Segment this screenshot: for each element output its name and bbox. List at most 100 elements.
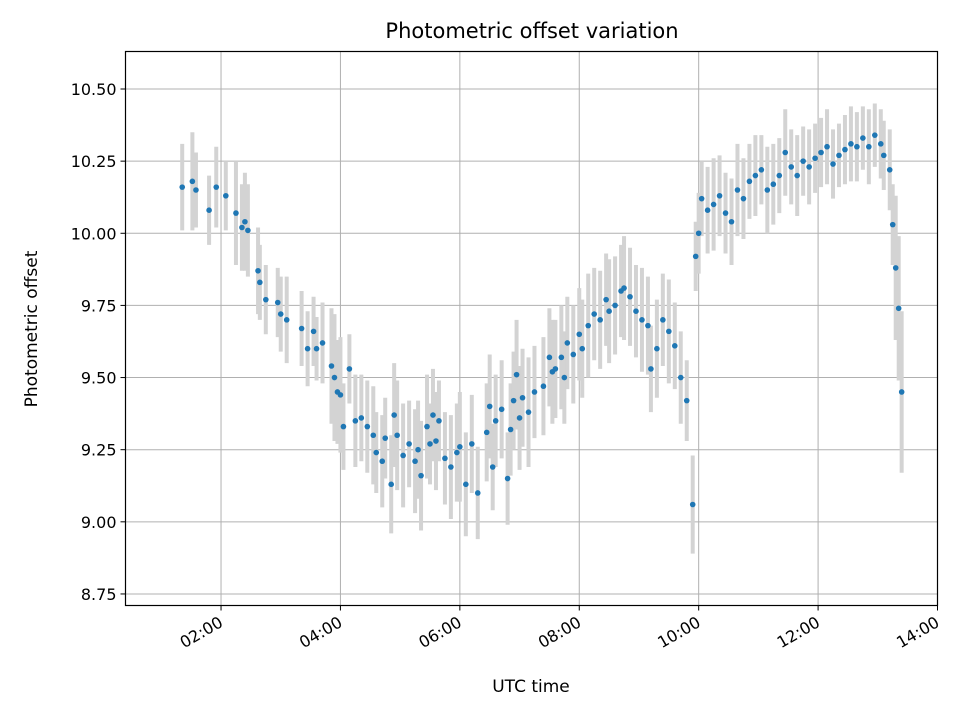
data-point (540, 383, 547, 390)
chart-title: Photometric offset variation (385, 19, 678, 43)
data-point (448, 464, 454, 470)
data-point (886, 167, 893, 173)
data-point (621, 285, 627, 291)
data-point (310, 328, 317, 335)
y-axis-label: Photometric offset (22, 250, 42, 407)
data-point (388, 481, 394, 488)
data-point (818, 149, 824, 156)
data-point (483, 429, 490, 436)
data-point (298, 325, 305, 332)
data-point (692, 253, 699, 260)
y-tick-label: 10.00 (71, 224, 117, 243)
data-point (728, 218, 735, 225)
y-tick-label: 9.25 (81, 441, 117, 460)
data-point (189, 178, 196, 185)
data-point (406, 441, 412, 447)
data-point (800, 158, 806, 164)
y-tick-label: 9.00 (81, 513, 117, 532)
y-tick-label: 9.75 (81, 296, 117, 315)
data-point (263, 296, 269, 303)
data-point (877, 141, 884, 147)
data-point (223, 192, 229, 199)
data-point (277, 311, 284, 317)
data-point (848, 141, 854, 147)
data-point (677, 374, 684, 381)
data-point (770, 181, 777, 188)
data-point (854, 143, 860, 150)
data-point (570, 351, 577, 358)
data-point (283, 317, 290, 323)
y-tick-label: 8.75 (81, 585, 117, 604)
data-point (645, 322, 651, 329)
x-tick-label: 02:00 (177, 613, 226, 653)
data-point (430, 412, 436, 418)
data-point (313, 345, 320, 352)
data-point (836, 152, 842, 159)
data-point (898, 389, 905, 395)
data-point (603, 296, 609, 303)
data-point (507, 426, 514, 433)
grid-lines (125, 51, 938, 606)
data-point (433, 438, 439, 444)
data-point (704, 207, 711, 213)
data-point (716, 192, 723, 199)
data-point (830, 161, 836, 167)
data-point (660, 317, 666, 323)
data-point (666, 328, 672, 335)
data-point (427, 441, 433, 447)
data-point (319, 340, 326, 346)
data-point (415, 446, 421, 453)
data-point (489, 464, 496, 470)
data-point (516, 415, 523, 421)
data-point (591, 311, 597, 317)
x-axis-ticks: 02:00 04:00 06:00 08:00 10:00 12:00 14:00 (177, 605, 943, 653)
data-point (564, 340, 571, 346)
data-point (752, 172, 759, 179)
data-point (758, 167, 765, 173)
data-point (740, 195, 747, 202)
data-point (206, 207, 212, 213)
data-point (370, 432, 377, 439)
data-point (193, 187, 199, 193)
data-point (328, 363, 335, 369)
data-point (352, 418, 359, 424)
data-point (394, 432, 400, 439)
data-point (710, 201, 717, 208)
data-point (698, 195, 705, 202)
data-point (782, 149, 789, 156)
y-axis-ticks: 8.75 9.00 9.25 9.50 9.75 10.00 10.25 10.50 (71, 80, 126, 604)
data-point (764, 187, 771, 193)
data-point (552, 366, 559, 372)
x-tick-label: 12:00 (774, 613, 823, 653)
data-point (179, 184, 186, 190)
data-point (889, 221, 896, 228)
data-point (468, 441, 475, 447)
data-point (639, 317, 645, 323)
data-point (606, 308, 612, 314)
data-point (486, 403, 493, 410)
data-point (812, 155, 818, 162)
data-point (612, 302, 618, 309)
data-point (842, 146, 848, 153)
data-point (436, 418, 442, 424)
data-point (806, 164, 812, 170)
x-axis-label: UTC time (492, 677, 570, 697)
data-point (242, 218, 248, 225)
data-point (746, 178, 753, 185)
data-point (872, 132, 878, 138)
data-point (454, 449, 460, 456)
data-point (824, 143, 830, 150)
data-point (689, 501, 696, 508)
data-point (654, 345, 660, 352)
x-tick-label: 06:00 (415, 613, 464, 653)
data-point (340, 423, 347, 430)
data-point (510, 397, 517, 404)
data-point (274, 299, 281, 306)
data-point (695, 230, 702, 237)
data-point (442, 455, 448, 462)
data-point (895, 305, 902, 312)
data-point (546, 354, 553, 361)
data-point (213, 184, 220, 190)
data-point (561, 374, 568, 381)
data-point (257, 279, 263, 286)
